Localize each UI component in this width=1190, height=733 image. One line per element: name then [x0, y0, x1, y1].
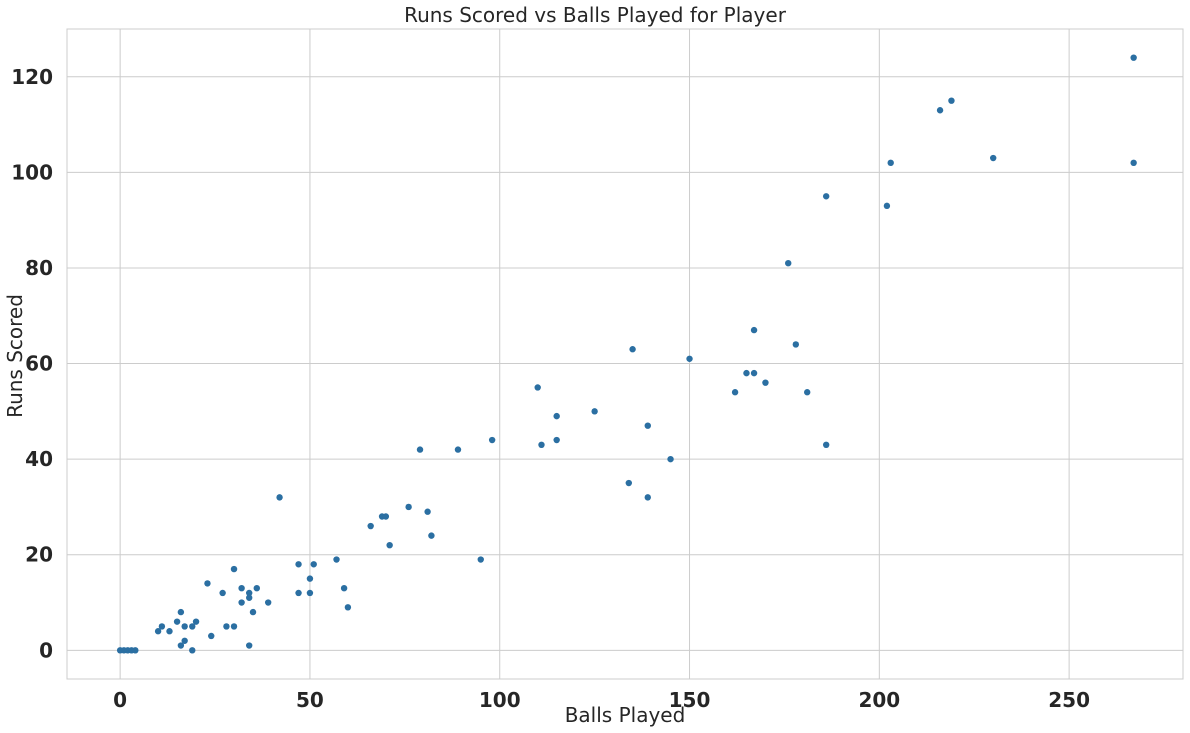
data-point [367, 522, 374, 530]
y-tick-labels: 0 20 40 60 80 100 120 [11, 65, 53, 663]
data-point [230, 623, 238, 630]
data-point [276, 494, 283, 501]
data-point [792, 341, 800, 348]
data-point [731, 389, 739, 396]
x-tick-labels: 0 50 100 150 200 250 [113, 688, 1090, 712]
data-point [333, 556, 340, 563]
data-point [223, 623, 230, 630]
data-point [822, 193, 830, 200]
x-tick-label: 100 [479, 688, 521, 712]
y-tick-label: 120 [11, 65, 53, 89]
data-points [116, 54, 1137, 654]
data-point [246, 642, 253, 649]
data-point [230, 565, 238, 573]
data-point [340, 584, 348, 592]
data-point [936, 107, 944, 114]
data-point [667, 455, 674, 463]
x-tick-label: 50 [296, 688, 324, 712]
y-axis-label: Runs Scored [3, 294, 27, 418]
data-point [158, 623, 166, 630]
data-point [625, 479, 632, 487]
y-tick-label: 60 [25, 352, 53, 376]
data-point [166, 628, 173, 635]
data-point [405, 503, 412, 511]
data-point [534, 384, 541, 391]
chart-title: Runs Scored vs Balls Played for Player [404, 3, 787, 27]
data-point [750, 326, 758, 334]
data-point [686, 355, 693, 362]
data-point [295, 561, 302, 568]
data-point [219, 589, 226, 597]
data-point [538, 441, 545, 449]
data-point [629, 346, 636, 353]
data-point [454, 446, 462, 453]
data-point [1130, 54, 1137, 61]
data-point [1130, 159, 1137, 167]
data-point [253, 584, 260, 592]
y-tick-label: 100 [11, 160, 53, 184]
data-point [208, 632, 215, 640]
data-point [177, 608, 185, 616]
data-point [181, 637, 188, 644]
data-point [238, 599, 245, 606]
y-tick-label: 20 [25, 543, 53, 567]
x-tick-label: 0 [113, 688, 127, 712]
data-point [428, 532, 435, 539]
data-point [386, 541, 393, 549]
data-point [743, 369, 750, 377]
data-point [382, 513, 390, 520]
data-point [264, 599, 272, 606]
data-point [591, 408, 598, 415]
data-point [883, 202, 891, 210]
data-point [553, 412, 560, 420]
data-point [553, 436, 560, 444]
y-tick-label: 80 [25, 256, 53, 280]
grid-lines [67, 29, 1183, 679]
data-point [154, 628, 162, 635]
data-point [238, 584, 245, 592]
x-tick-label: 150 [669, 688, 711, 712]
data-point [344, 604, 352, 611]
data-point [644, 422, 651, 429]
data-point [306, 575, 314, 582]
data-point [424, 508, 431, 515]
data-point [295, 589, 302, 597]
x-axis-label: Balls Played [565, 703, 686, 727]
data-point [750, 369, 758, 377]
data-point [189, 647, 196, 654]
data-point [310, 561, 317, 568]
x-tick-label: 250 [1048, 688, 1090, 712]
data-point [249, 608, 257, 616]
data-point [990, 154, 997, 162]
data-point [416, 446, 424, 453]
data-point [181, 623, 188, 630]
data-point [804, 389, 811, 396]
data-point [246, 589, 253, 597]
data-point [173, 618, 181, 625]
data-point [488, 436, 496, 444]
data-point [887, 159, 894, 167]
data-point [762, 379, 769, 386]
data-point [477, 556, 484, 563]
data-point [822, 441, 830, 449]
data-point [192, 618, 200, 625]
plot-frame [66, 28, 1184, 680]
data-point [785, 259, 792, 267]
y-tick-label: 0 [39, 638, 53, 662]
data-point [948, 97, 955, 104]
x-tick-label: 200 [858, 688, 900, 712]
data-point [132, 647, 139, 654]
data-point [246, 594, 253, 601]
data-point [177, 642, 185, 649]
data-point [644, 494, 651, 501]
y-tick-label: 40 [25, 447, 53, 471]
data-point [306, 589, 314, 597]
data-point [204, 580, 211, 587]
data-point [189, 623, 196, 630]
